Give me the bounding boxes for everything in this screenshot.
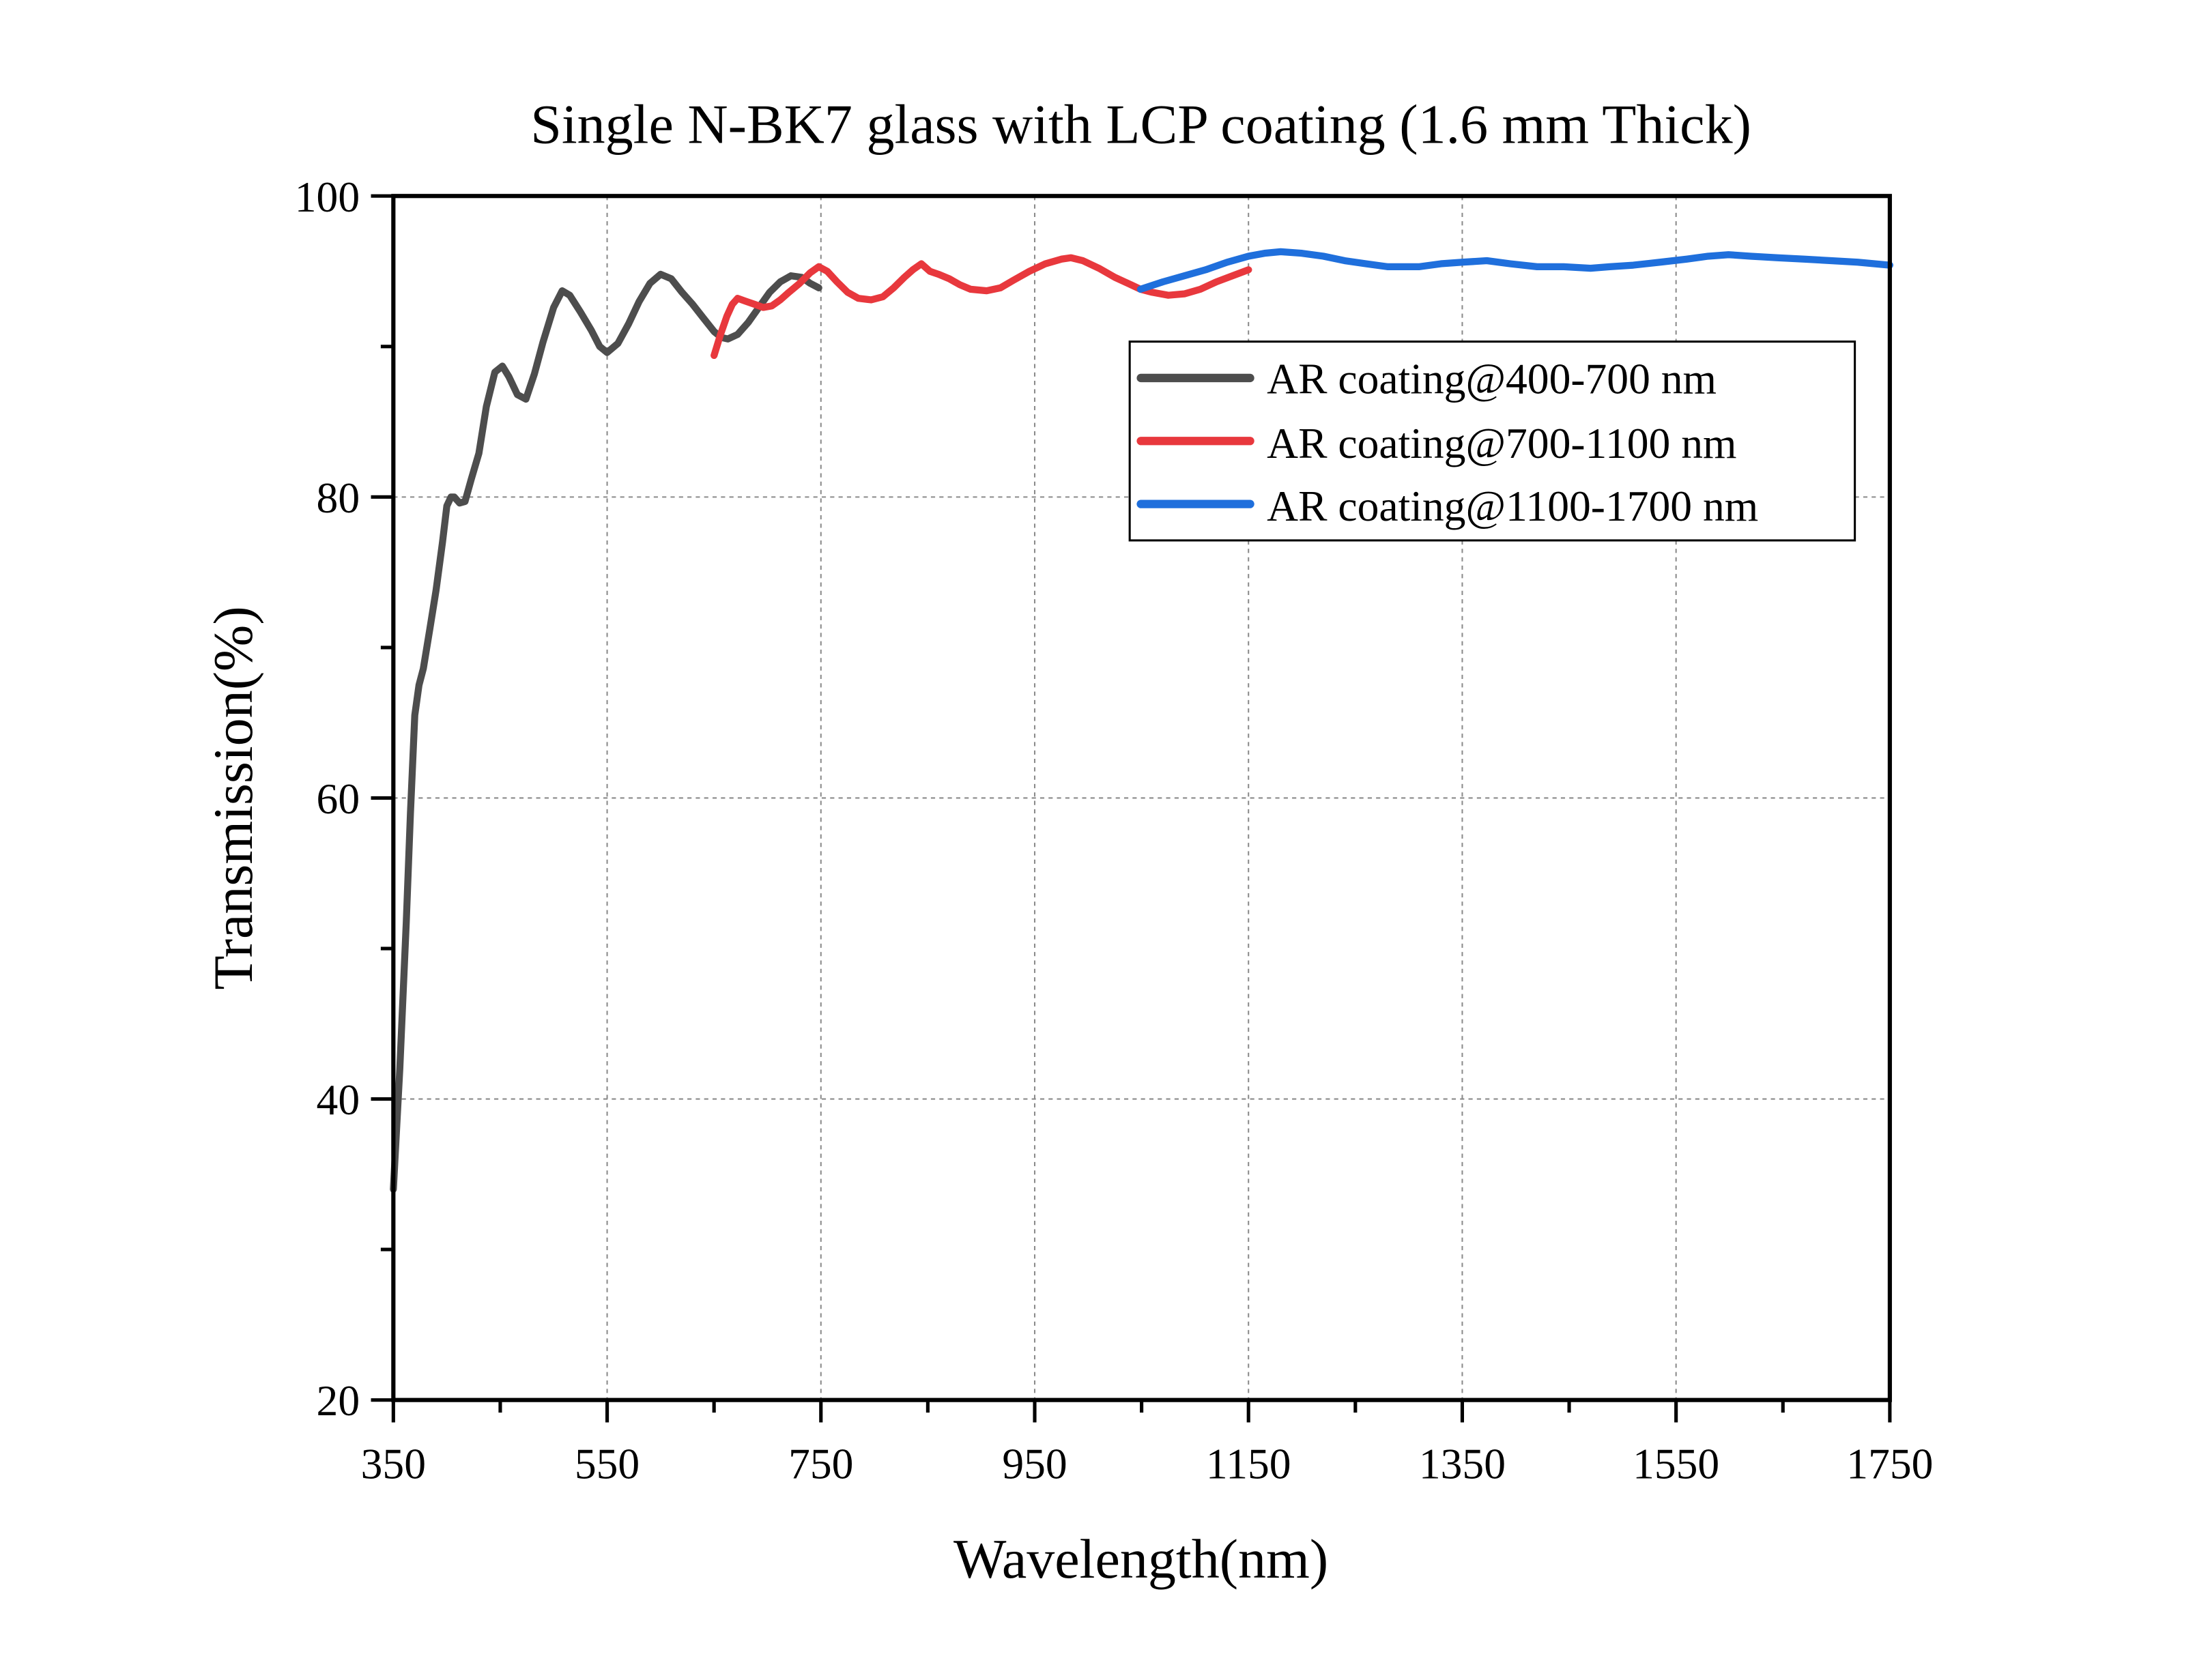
- x-axis-label: Wavelength(nm): [953, 1528, 1328, 1590]
- y-tick-label: 40: [317, 1075, 360, 1124]
- y-axis-ticks: 20 40 60 80 100: [295, 173, 394, 1425]
- x-tick-label: 1350: [1419, 1440, 1506, 1488]
- x-tick-label: 350: [361, 1440, 426, 1488]
- x-tick-label: 950: [1002, 1440, 1067, 1488]
- legend-label-1100-1700: AR coating@1100-1700 nm: [1267, 482, 1758, 530]
- legend: AR coating@400-700 nm AR coating@700-110…: [1128, 341, 1856, 542]
- legend-label-400-700: AR coating@400-700 nm: [1267, 355, 1717, 403]
- x-tick-label: 1550: [1633, 1440, 1719, 1488]
- series-layer: [390, 248, 1894, 1193]
- y-axis-label: Transmission(%): [202, 606, 264, 989]
- chart-title: Single N-BK7 glass with LCP coating (1.6…: [530, 93, 1751, 155]
- series-line-700-1100: [711, 254, 1252, 360]
- x-tick-label: 550: [575, 1440, 640, 1488]
- x-tick-label: 1750: [1846, 1440, 1933, 1488]
- y-tick-label: 80: [317, 474, 360, 522]
- y-tick-label: 100: [295, 173, 360, 221]
- y-tick-label: 20: [317, 1376, 360, 1425]
- series-line-1100-1700: [1136, 248, 1894, 293]
- series-line-400-700: [390, 270, 822, 1193]
- x-tick-label: 1150: [1206, 1440, 1291, 1488]
- x-tick-label: 750: [788, 1440, 853, 1488]
- legend-label-700-1100: AR coating@700-1100 nm: [1267, 419, 1736, 467]
- x-axis-ticks: 350 550 750 950 1150 1350 1550 1750: [361, 1400, 1933, 1488]
- y-tick-label: 60: [317, 774, 360, 823]
